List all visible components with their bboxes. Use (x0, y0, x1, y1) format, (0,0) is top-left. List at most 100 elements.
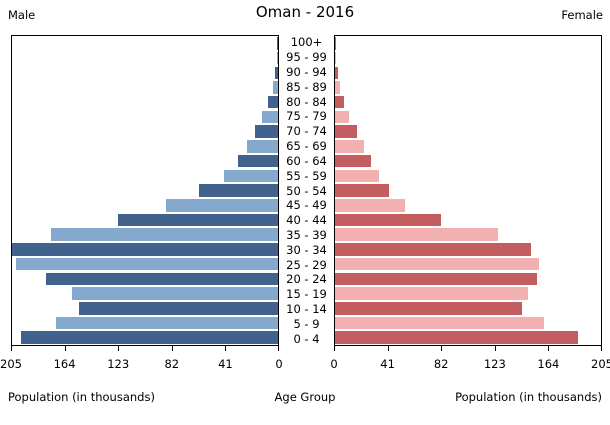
male-bar-row (12, 257, 278, 272)
female-bar-row (335, 316, 601, 331)
male-bar-80-84 (267, 95, 278, 109)
age-group-label: 30 - 34 (286, 242, 327, 257)
x-tick-label: 123 (107, 357, 130, 371)
x-tick-mark (494, 346, 496, 351)
female-bar-45-49 (335, 199, 406, 212)
female-bar-15-19 (335, 287, 529, 300)
female-bar-100+ (335, 37, 337, 50)
age-group-label: 95 - 99 (286, 50, 327, 65)
male-bar-25-29 (15, 257, 278, 271)
chart-title: Oman - 2016 (255, 3, 355, 21)
male-chart-panel (11, 35, 279, 346)
x-tick-label: 205 (0, 357, 22, 371)
age-group-label: 70 - 74 (286, 124, 327, 139)
age-group-label: 0 - 4 (293, 331, 320, 346)
male-bar-50-54 (198, 184, 278, 197)
male-bar-row (12, 110, 278, 125)
male-bar-75-79 (262, 110, 278, 124)
female-bar-40-44 (335, 213, 442, 227)
male-bar-row (12, 242, 278, 257)
male-bar-row (12, 124, 278, 139)
age-group-label: 75 - 79 (286, 109, 327, 124)
x-tick-label: 164 (53, 357, 76, 371)
male-bar-15-19 (71, 287, 278, 300)
age-group-label: 65 - 69 (286, 139, 327, 154)
male-bar-row (12, 139, 278, 154)
male-bar-40-44 (118, 213, 278, 227)
female-bar-55-59 (335, 169, 380, 183)
age-group-label: 25 - 29 (286, 257, 327, 272)
male-bar-row (12, 51, 278, 66)
x-axis-label-left: Population (in thousands) (8, 390, 155, 404)
male-bar-row (12, 36, 278, 51)
age-group-label: 55 - 59 (286, 168, 327, 183)
x-tick-mark (601, 346, 602, 351)
age-group-label: 40 - 44 (286, 213, 327, 228)
x-tick-label: 41 (218, 357, 233, 371)
female-bar-row (335, 36, 601, 51)
age-group-label: 60 - 64 (286, 153, 327, 168)
male-bar-95-99 (276, 51, 278, 65)
female-bar-5-9 (335, 316, 544, 330)
x-tick-label: 82 (164, 357, 180, 371)
x-tick-mark (11, 346, 12, 351)
age-group-label: 35 - 39 (286, 227, 327, 242)
age-group-label: 45 - 49 (286, 198, 327, 213)
female-bar-65-69 (335, 140, 364, 153)
age-group-label: 15 - 19 (286, 287, 327, 302)
female-bar-row (335, 124, 601, 139)
male-bar-65-69 (246, 140, 278, 153)
female-bar-row (335, 286, 601, 301)
male-bar-100+ (277, 37, 278, 50)
female-bar-80-84 (335, 95, 345, 109)
male-bar-row (12, 301, 278, 316)
female-bar-25-29 (335, 257, 539, 271)
x-tick-label: 205 (591, 357, 610, 371)
female-bar-10-14 (335, 302, 522, 315)
age-group-label: 85 - 89 (286, 79, 327, 94)
x-tick-label: 164 (537, 357, 560, 371)
female-bar-row (335, 80, 601, 95)
female-bar-row (335, 227, 601, 242)
female-bar-row (335, 51, 601, 66)
male-bar-row (12, 330, 278, 345)
female-bar-row (335, 139, 601, 154)
male-bar-row (12, 272, 278, 287)
x-tick-label: 0 (275, 357, 283, 371)
age-group-label: 10 - 14 (286, 302, 327, 317)
female-bar-row (335, 154, 601, 169)
age-group-label: 90 - 94 (286, 65, 327, 80)
male-bar-row (12, 316, 278, 331)
female-bar-row (335, 198, 601, 213)
female-bar-75-79 (335, 110, 350, 124)
female-side-label: Female (561, 8, 603, 22)
female-bar-row (335, 213, 601, 228)
age-group-axis: 100+ 95 - 99 90 - 94 85 - 89 80 - 84 75 - 79 7… (279, 35, 334, 346)
x-axis-label-center: Age Group (274, 390, 336, 404)
female-bar-row (335, 272, 601, 287)
x-tick-label: 0 (330, 357, 338, 371)
x-tick-mark (171, 346, 173, 351)
male-bar-45-49 (166, 199, 278, 212)
female-bar-30-34 (335, 243, 531, 256)
male-bar-row (12, 65, 278, 80)
male-bar-row (12, 154, 278, 169)
female-bar-20-24 (335, 272, 538, 286)
male-bar-row (12, 213, 278, 228)
x-tick-mark (387, 346, 389, 351)
age-group-label: 5 - 9 (293, 316, 320, 331)
female-bar-row (335, 242, 601, 257)
x-tick-label: 82 (433, 357, 449, 371)
x-tick-label: 123 (483, 357, 506, 371)
male-bar-85-89 (272, 81, 278, 94)
age-group-label: 100+ (290, 35, 323, 50)
male-bar-10-14 (79, 302, 278, 315)
male-bar-row (12, 80, 278, 95)
x-axis-label-right: Population (in thousands) (455, 390, 602, 404)
male-bar-55-59 (223, 169, 278, 183)
female-bar-row (335, 95, 601, 110)
female-chart-panel (334, 35, 602, 346)
male-side-label: Male (8, 8, 36, 22)
age-group-label: 50 - 54 (286, 183, 327, 198)
